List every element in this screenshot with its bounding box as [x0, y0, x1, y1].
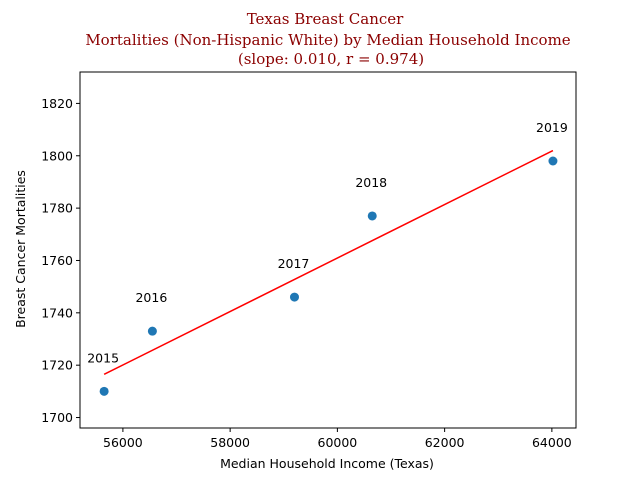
x-tick-label: 58000 — [210, 435, 250, 450]
chart-title-line-1: Texas Breast Cancer — [247, 10, 404, 28]
x-tick-label: 56000 — [103, 435, 143, 450]
y-tick-label: 1820 — [41, 96, 73, 111]
chart-title: Texas Breast Cancer Mortalities (Non-His… — [85, 10, 570, 68]
y-tick-label: 1800 — [41, 148, 73, 163]
data-point-2016 — [147, 326, 157, 336]
data-points — [99, 156, 558, 396]
x-tick-label: 62000 — [425, 435, 465, 450]
data-point-2015 — [99, 386, 109, 396]
point-label-2016: 2016 — [135, 290, 167, 305]
y-tick-label: 1780 — [41, 201, 73, 216]
point-label-2017: 2017 — [278, 256, 310, 271]
point-labels: 2015 2016 2017 2018 2019 — [87, 120, 568, 365]
data-point-2018 — [367, 211, 377, 221]
trend-line — [103, 149, 554, 376]
point-label-2018: 2018 — [355, 175, 387, 190]
chart-title-line-2: Mortalities (Non-Hispanic White) by Medi… — [85, 31, 570, 49]
data-point-2017 — [289, 292, 299, 302]
y-tick-label: 1720 — [41, 358, 73, 373]
point-label-2015: 2015 — [87, 350, 119, 365]
y-tick-label: 1740 — [41, 305, 73, 320]
point-label-2019: 2019 — [536, 120, 568, 135]
plot-frame — [79, 71, 577, 429]
trend-line-group — [103, 149, 554, 376]
x-tick-label: 60000 — [318, 435, 358, 450]
y-tick-label: 1700 — [41, 410, 73, 425]
y-axis-label: Breast Cancer Mortalities — [13, 170, 28, 328]
chart-title-line-3: (slope: 0.010, r = 0.974) — [238, 50, 424, 68]
x-axis-label: Median Household Income (Texas) — [220, 456, 434, 471]
plot-axes: 56000 58000 60000 62000 64000 1700 1720 1740 176… — [41, 71, 577, 450]
y-tick-label: 1760 — [41, 253, 73, 268]
x-tick-label: 64000 — [532, 435, 572, 450]
data-point-2019 — [548, 156, 558, 166]
